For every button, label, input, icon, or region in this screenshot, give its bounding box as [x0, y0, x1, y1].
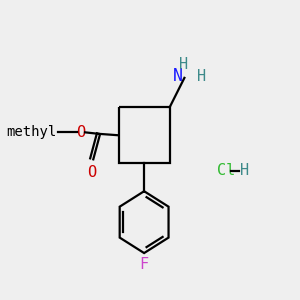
Text: O: O — [87, 165, 96, 180]
Text: H: H — [197, 69, 206, 84]
Text: Cl: Cl — [217, 163, 235, 178]
Text: N: N — [173, 68, 183, 85]
Text: methyl: methyl — [7, 125, 57, 139]
Text: H: H — [179, 56, 188, 71]
Text: O: O — [76, 125, 85, 140]
Text: H: H — [240, 163, 249, 178]
Text: F: F — [140, 257, 149, 272]
